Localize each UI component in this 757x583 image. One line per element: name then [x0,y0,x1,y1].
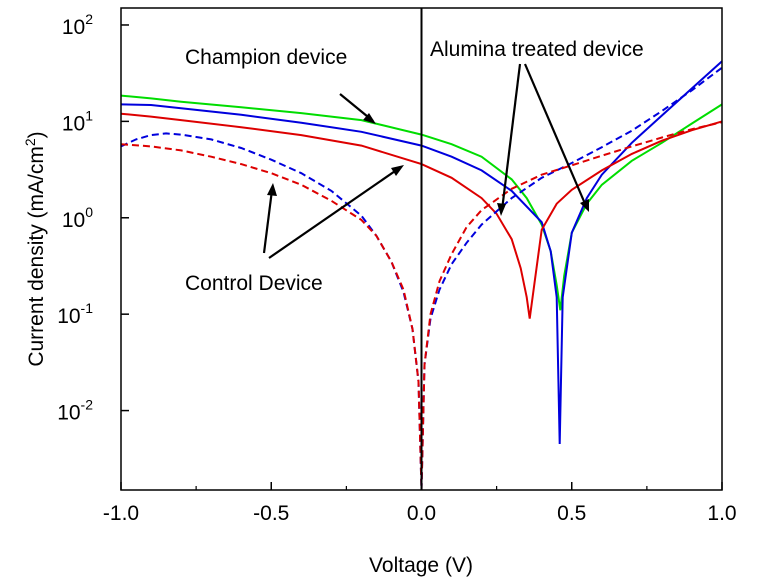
arrow-heads [267,113,589,216]
arrowhead-champion [363,113,376,124]
x-tick-label: 0.5 [557,502,586,525]
y-tick-label: 101 [62,107,93,135]
y-axis-label: Current density (mA/cm2) [22,131,48,366]
arrow-control-1 [262,189,274,254]
x-axis-ticks: -1.0 -0.5 0.0 0.5 1.0 [103,482,737,525]
arrowhead-alumina-1 [497,203,506,216]
arrowhead-control-2 [391,165,404,176]
series-line-1 [120,60,723,445]
series-line-2 [120,112,723,319]
x-tick-label: -1.0 [103,502,139,525]
x-tick-label: 1.0 [707,502,736,525]
arrowhead-control-1 [267,183,277,196]
arrowhead-alumina-2 [580,199,589,212]
x-tick-label: 0.0 [407,502,436,525]
annotation-alumina-treated-device: Alumina treated device [430,38,644,61]
arrow-alumina-2 [523,63,588,207]
arrow-control-2 [268,168,399,259]
y-tick-label: 100 [62,204,93,232]
arrow-alumina-1 [500,63,522,211]
x-tick-label: -0.5 [253,502,289,525]
annotation-arrows [262,63,588,259]
annotation-champion-device: Champion device [185,46,347,69]
annotation-control-device: Control Device [185,272,323,295]
y-axis-ticks: 10-2 10-1 100 101 102 [57,11,129,425]
x-axis-label: Voltage (V) [369,554,473,577]
y-tick-label: 102 [62,11,93,39]
y-tick-label: 10-2 [57,397,93,425]
y-tick-label: 10-1 [57,300,93,328]
